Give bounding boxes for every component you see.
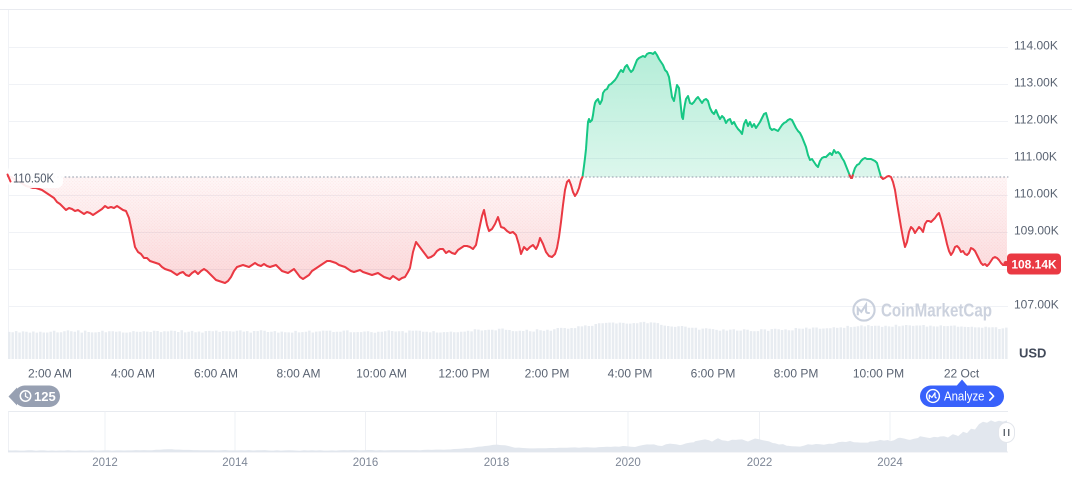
svg-text:2022: 2022	[747, 457, 773, 469]
svg-text:USD: USD	[1019, 346, 1046, 361]
svg-text:CoinMarketCap: CoinMarketCap	[881, 301, 992, 321]
svg-text:12:00 PM: 12:00 PM	[438, 367, 489, 381]
svg-text:110.00K: 110.00K	[1014, 186, 1058, 200]
svg-text:6:00 AM: 6:00 AM	[194, 367, 238, 381]
svg-text:2:00 PM: 2:00 PM	[525, 367, 570, 381]
svg-text:111.00K: 111.00K	[1014, 149, 1057, 163]
svg-text:108.14K: 108.14K	[1011, 257, 1057, 271]
svg-text:22 Oct: 22 Oct	[944, 367, 980, 381]
svg-text:125: 125	[34, 389, 56, 404]
svg-text:2020: 2020	[615, 457, 641, 469]
svg-text:2:00 AM: 2:00 AM	[28, 367, 72, 381]
svg-text:10:00 AM: 10:00 AM	[356, 367, 407, 381]
svg-text:113.00K: 113.00K	[1014, 75, 1058, 89]
svg-text:2024: 2024	[877, 457, 903, 469]
svg-text:114.00K: 114.00K	[1014, 38, 1058, 52]
svg-text:4:00 AM: 4:00 AM	[111, 367, 155, 381]
svg-text:2012: 2012	[92, 457, 118, 469]
svg-text:109.00K: 109.00K	[1014, 223, 1059, 237]
svg-text:2016: 2016	[353, 457, 379, 469]
svg-text:110.50K: 110.50K	[13, 172, 55, 186]
svg-text:Analyze: Analyze	[944, 389, 985, 403]
svg-text:8:00 AM: 8:00 AM	[276, 367, 320, 381]
svg-text:2014: 2014	[222, 457, 248, 469]
svg-text:107.00K: 107.00K	[1014, 297, 1059, 311]
svg-text:112.00K: 112.00K	[1014, 112, 1058, 126]
svg-text:6:00 PM: 6:00 PM	[691, 367, 736, 381]
svg-text:10:00 PM: 10:00 PM	[853, 367, 904, 381]
svg-text:8:00 PM: 8:00 PM	[774, 367, 819, 381]
svg-text:2018: 2018	[484, 457, 510, 469]
svg-text:4:00 PM: 4:00 PM	[608, 367, 653, 381]
